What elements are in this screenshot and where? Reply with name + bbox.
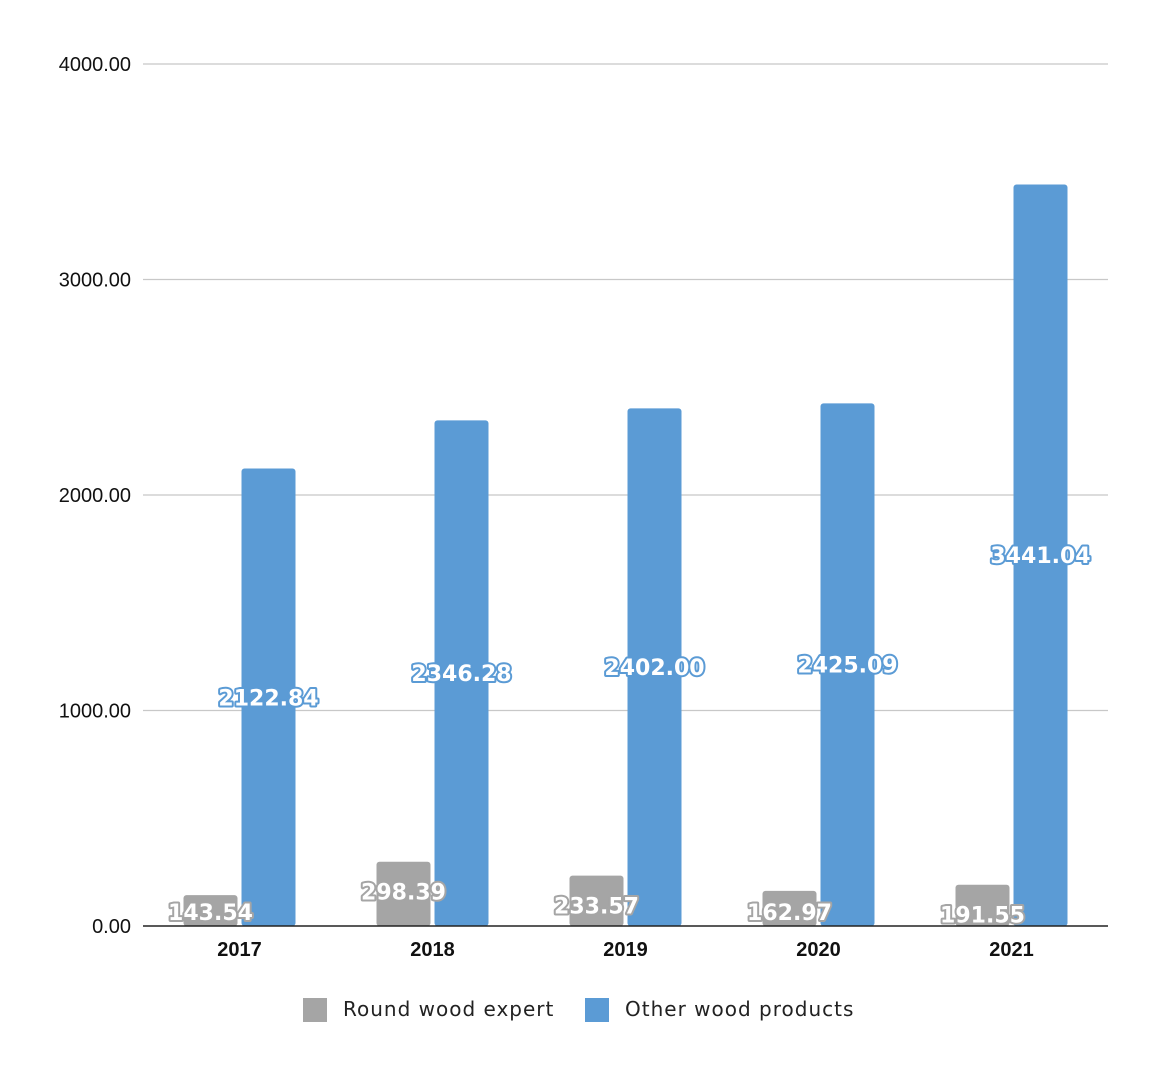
legend-label: Other wood products (625, 997, 854, 1021)
data-label: 2402.00 (604, 656, 704, 681)
y-tick-label: 0.00 (92, 916, 131, 938)
data-label: 2346.28 (411, 662, 511, 687)
bar (241, 468, 296, 926)
x-category-label: 2021 (989, 939, 1034, 961)
y-tick-label: 3000.00 (59, 270, 131, 292)
data-label: 191.55 (940, 904, 1025, 929)
data-label: 3441.04 (990, 544, 1090, 569)
bar (569, 875, 624, 926)
legend-label: Round wood expert (343, 997, 554, 1021)
data-label: 298.39 (361, 881, 446, 906)
data-label: 2425.09 (797, 654, 897, 679)
y-tick-label: 1000.00 (59, 701, 131, 723)
x-axis-categories: 2017 2018 2019 2020 2021 (217, 939, 1034, 961)
x-category-label: 2017 (217, 939, 262, 961)
x-category-label: 2019 (603, 939, 648, 961)
data-label: 233.57 (554, 895, 639, 920)
y-axis-ticks: 0.00 1000.00 2000.00 3000.00 4000.00 (59, 54, 131, 938)
bar (627, 408, 682, 926)
bar (434, 420, 489, 926)
data-label: 143.54 (168, 901, 253, 926)
data-label: 162.97 (747, 901, 832, 926)
legend: Round wood expert Other wood products (303, 997, 854, 1022)
bar (762, 890, 817, 926)
y-tick-label: 2000.00 (59, 485, 131, 507)
x-category-label: 2020 (796, 939, 841, 961)
x-category-label: 2018 (410, 939, 455, 961)
bar (183, 895, 238, 926)
bar (376, 861, 431, 926)
legend-swatch (303, 998, 327, 1022)
y-tick-label: 4000.00 (59, 54, 131, 76)
bar (1013, 184, 1068, 927)
data-labels: 143.54 2122.84 298.39 2346.28 233.57 2402.00 1… (166, 542, 1093, 930)
bar (955, 884, 1010, 926)
gridlines (143, 63, 1108, 712)
data-label: 2122.84 (218, 686, 318, 711)
bars (183, 184, 1068, 927)
legend-swatch (585, 998, 609, 1022)
bar (820, 403, 875, 927)
